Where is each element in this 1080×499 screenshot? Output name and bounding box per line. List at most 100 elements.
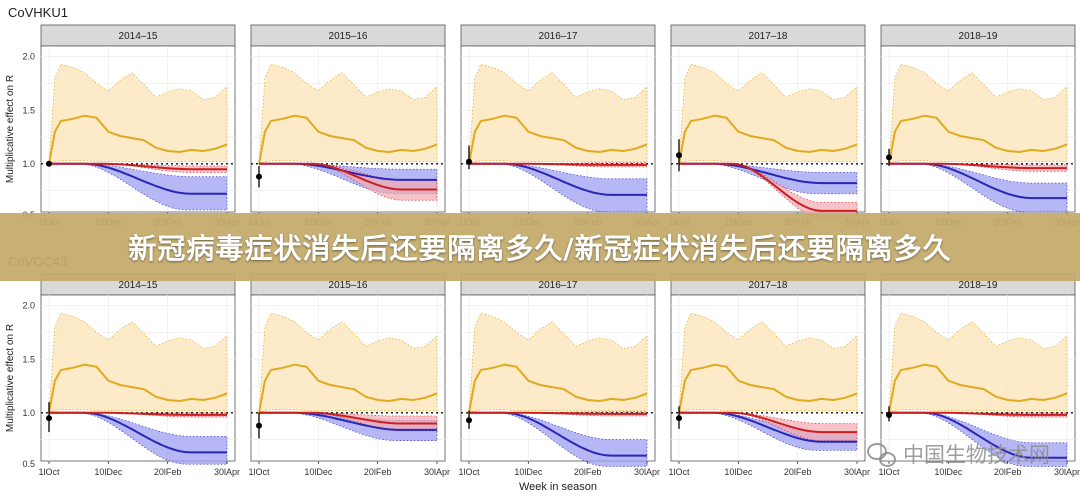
yellow-band <box>48 312 228 414</box>
data-point <box>256 173 262 180</box>
x-tick-label: 30lApr <box>214 467 240 477</box>
red-line <box>679 411 857 434</box>
panel-label: 2018–19 <box>959 31 998 42</box>
yellow-band <box>678 63 858 165</box>
red-line <box>679 162 857 212</box>
red-line <box>49 162 227 171</box>
y-tick-label: 1.5 <box>22 105 35 115</box>
panel-4: 2018–19 1lOct 10lDec 20lFeb 30lApr <box>878 273 1080 477</box>
yellow-line <box>468 114 648 164</box>
panel-label: 2016–17 <box>539 31 578 42</box>
panel-2: 2016–17 1lOct 10lDec 20lFeb 30lApr <box>458 273 660 477</box>
x-tick-label: 10lDec <box>514 467 543 477</box>
blue-band <box>469 412 648 467</box>
data-point <box>466 417 472 424</box>
data-point <box>256 422 262 429</box>
yellow-band <box>258 63 438 165</box>
yellow-band <box>888 312 1068 414</box>
y-tick-label: 2.0 <box>22 301 35 311</box>
blue-band <box>49 163 228 211</box>
data-point <box>46 160 52 167</box>
yellow-line <box>888 363 1068 413</box>
y-tick-label: 0.5 <box>22 459 35 469</box>
x-tick-label: 1lOct <box>668 467 690 477</box>
banner-title: 新冠病毒症状消失后还要隔离多久/新冠症状消失后还要隔离多久 <box>128 232 952 265</box>
panel-1: 2015–16 1lOct 10lDec 20lFeb 30lApr <box>248 273 450 477</box>
panel-label: 2016–17 <box>539 280 578 291</box>
x-tick-label: 20lFeb <box>994 467 1022 477</box>
yellow-band <box>468 312 648 414</box>
y-tick-label: 1.0 <box>22 159 35 169</box>
yellow-line <box>48 363 228 413</box>
y-tick-label: 1.0 <box>22 408 35 418</box>
yellow-line <box>258 363 438 413</box>
red-line <box>259 162 437 191</box>
panel-label: 2017–18 <box>749 280 788 291</box>
x-tick-label: 20lFeb <box>784 467 812 477</box>
panel-label: 2014–15 <box>119 280 158 291</box>
y-tick-label: 2.0 <box>22 52 35 62</box>
red-line <box>889 162 1067 170</box>
y-axis-label: Multiplicative effect on R <box>5 75 16 183</box>
panel-label: 2015–16 <box>329 280 368 291</box>
title-banner: 新冠病毒症状消失后还要隔离多久/新冠症状消失后还要隔离多久 <box>0 213 1080 281</box>
wechat-icon <box>867 441 897 467</box>
watermark-text: 中国生物技术网 <box>903 443 1050 467</box>
x-tick-label: 1lOct <box>878 467 900 477</box>
x-tick-label: 20lFeb <box>154 467 182 477</box>
blue-band <box>889 412 1068 467</box>
yellow-line <box>48 114 228 164</box>
yellow-line <box>678 363 858 413</box>
panel-label: 2017–18 <box>749 31 788 42</box>
x-tick-label: 30lApr <box>424 467 450 477</box>
data-point <box>886 411 892 418</box>
yellow-band <box>258 312 438 414</box>
x-tick-label: 20lFeb <box>364 467 392 477</box>
panel-label: 2014–15 <box>119 31 158 42</box>
red-line <box>259 411 437 425</box>
blue-band <box>469 163 648 213</box>
panel-label: 2015–16 <box>329 31 368 42</box>
panel-0: 2014–15 1lOct 10lDec 20lFeb 30lApr <box>38 273 240 477</box>
x-tick-label: 10lDec <box>94 467 123 477</box>
red-line <box>889 411 1067 416</box>
red-line <box>469 411 647 415</box>
x-tick-label: 1lOct <box>38 467 60 477</box>
panel-label: 2018–19 <box>959 280 998 291</box>
yellow-band <box>48 63 228 165</box>
watermark: 中国生物技术网 <box>867 439 1050 469</box>
x-tick-label: 30lApr <box>1054 467 1080 477</box>
y-tick-label: 1.5 <box>22 354 35 364</box>
yellow-line <box>258 114 438 164</box>
data-point <box>676 152 682 159</box>
x-tick-label: 10lDec <box>724 467 753 477</box>
x-tick-label: 30lApr <box>844 467 870 477</box>
red-line <box>49 411 227 416</box>
yellow-band <box>678 312 858 414</box>
x-tick-label: 1lOct <box>458 467 480 477</box>
yellow-line <box>888 114 1068 164</box>
panel-3: 2017–18 1lOct 10lDec 20lFeb 30lApr <box>668 273 870 477</box>
data-point <box>466 158 472 165</box>
data-point <box>46 415 52 422</box>
yellow-line <box>468 363 648 413</box>
yellow-band <box>888 63 1068 165</box>
chart-title: CoVHKU1 <box>8 5 68 20</box>
x-tick-label: 1lOct <box>248 467 270 477</box>
x-tick-label: 20lFeb <box>574 467 602 477</box>
y-axis-label: Multiplicative effect on R <box>5 324 16 432</box>
x-tick-label: 10lDec <box>934 467 963 477</box>
x-axis-label: Week in season <box>519 481 597 493</box>
blue-band <box>889 163 1068 213</box>
data-point <box>886 154 892 161</box>
x-tick-label: 10lDec <box>304 467 333 477</box>
x-tick-label: 30lApr <box>634 467 660 477</box>
yellow-line <box>678 114 858 164</box>
